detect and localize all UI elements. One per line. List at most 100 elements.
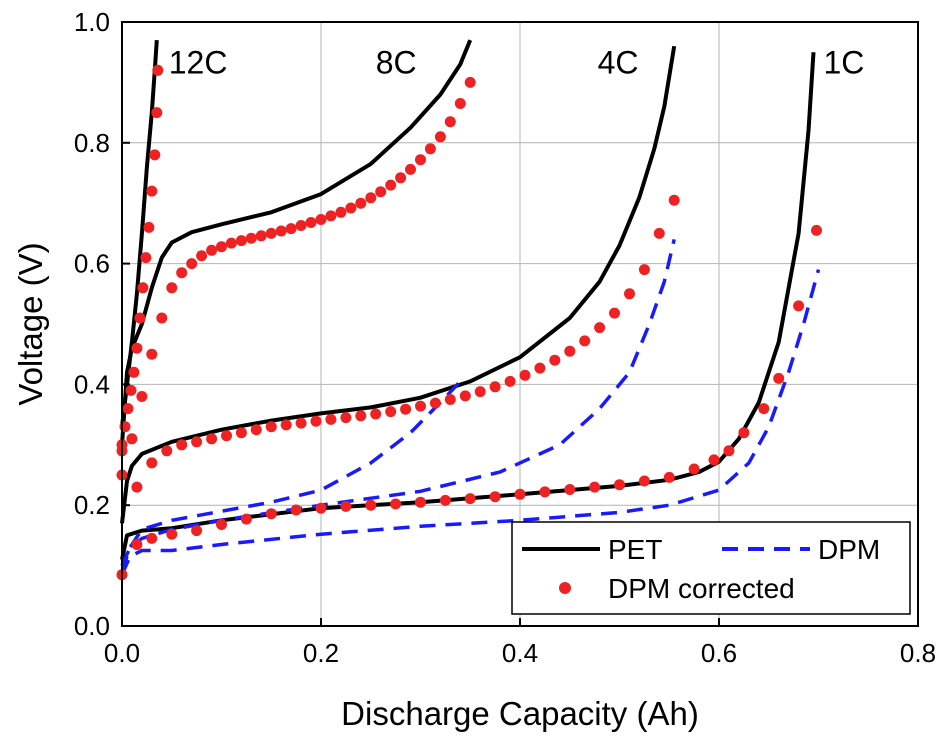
dpm-corrected-12c-point	[131, 342, 143, 354]
dpm-8c-line	[120, 380, 462, 573]
dpm-corrected-1c-point	[415, 496, 426, 508]
x-tick-label: 0.8	[900, 638, 936, 668]
dpm-corrected-8c-point	[355, 197, 367, 209]
dpm-corrected-8c-point	[335, 206, 347, 218]
dpm-corrected-1c-point	[146, 532, 158, 544]
dpm-corrected-1c-point	[708, 454, 720, 466]
dpm-corrected-4c-point	[146, 457, 158, 469]
dpm-corrected-4c-point	[370, 408, 382, 420]
dpm-corrected-1c-point	[688, 463, 700, 475]
dpm-corrected-4c-point	[459, 390, 471, 402]
dpm-corrected-8c-point	[176, 267, 188, 279]
y-tick-label: 0.0	[74, 611, 110, 641]
dpm-corrected-4c-point	[310, 415, 322, 427]
dpm-corrected-4c-point	[564, 345, 576, 357]
dpm-corrected-1c-point	[614, 479, 625, 491]
dpm-corrected-8c-point	[196, 250, 208, 262]
rate-annotations: 12C 8C 4C 1C	[169, 44, 865, 80]
dpm-corrected-1c-point	[773, 372, 785, 384]
dpm-corrected-8c-point	[216, 241, 227, 253]
dpm-corrected-1c-point	[758, 403, 770, 415]
dpm-corrected-8c-point	[405, 163, 416, 175]
dpm-corrected-4c-point	[624, 288, 635, 300]
dpm-corrected-12c-point	[152, 64, 164, 76]
dpm-corrected-1c-point	[638, 475, 650, 487]
axis-tick-labels: 0.0 0.2 0.4 0.6 0.8 0.0 0.2 0.4 0.6 0.8 1.0	[74, 7, 936, 668]
dpm-corrected-12c-point	[125, 384, 137, 396]
dpm-corrected-4c-point	[489, 381, 501, 393]
dpm-corrected-8c-point	[285, 223, 297, 235]
dpm-corrected-4c-point	[340, 412, 352, 424]
rate-label-1c: 1C	[823, 44, 864, 80]
dpm-corrected-12c-point	[134, 312, 146, 324]
dpm-corrected-8c-point	[255, 230, 267, 242]
dpm-corrected-1c-point	[265, 508, 277, 520]
dpm-corrected-4c-point	[579, 335, 591, 347]
legend-dpm-corrected-label: DPM corrected	[608, 573, 795, 604]
legend-dpm-corrected-swatch	[559, 582, 571, 594]
dpm-corrected-4c-point	[206, 433, 218, 445]
rate-label-8c: 8C	[376, 44, 417, 80]
dpm-corrected-1c-point	[340, 500, 352, 512]
dpm-corrected-8c-point	[166, 282, 178, 294]
dpm-corrected-12c-point	[122, 403, 134, 415]
dpm-corrected-4c-point	[534, 362, 546, 374]
dpm-corrected-4c-point	[474, 386, 486, 398]
dpm-corrected-8c-point	[235, 235, 247, 247]
dpm-corrected-4c-point	[191, 436, 203, 448]
dpm-corrected-12c-point	[140, 252, 152, 264]
dpm-corrected-8c-point	[225, 237, 237, 249]
axis-ticks	[121, 21, 919, 627]
dpm-corrected-1c-point	[464, 493, 476, 505]
dpm-corrected-4c-point	[415, 400, 426, 412]
pet-series-group	[120, 39, 816, 561]
dpm-corrected-8c-point	[325, 210, 337, 222]
dpm-corrected-1c-point	[191, 525, 203, 537]
dpm-corrected-8c-point	[444, 116, 456, 128]
dpm-corrected-4c-point	[385, 406, 397, 418]
dpm-corrected-1c-point	[390, 498, 402, 510]
pet-8c-line	[120, 39, 473, 445]
dpm-corrected-1c-point	[489, 491, 501, 503]
y-tick-label: 0.2	[74, 490, 110, 520]
dpm-corrected-8c-point	[385, 179, 397, 191]
dpm-corrected-4c-point	[131, 481, 143, 493]
dpm-corrected-8c-point	[275, 225, 287, 237]
dpm-corrected-1c-point	[539, 486, 551, 498]
dpm-corrected-4c-point	[504, 375, 516, 387]
pet-1c-line	[120, 52, 816, 561]
dpm-corrected-4c-point	[355, 410, 367, 422]
dpm-corrected-12c-point	[137, 282, 149, 294]
y-tick-label: 0.4	[74, 369, 110, 399]
y-axis-title: Voltage (V)	[12, 242, 49, 405]
dpm-corrected-1c-point	[663, 471, 675, 483]
dpm-corrected-4c-point	[549, 354, 561, 366]
dpm-corrected-4c-point	[161, 445, 173, 457]
dpm-corrected-4c-point	[444, 394, 456, 405]
legend-box	[511, 521, 911, 615]
dpm-corrected-4c-point	[235, 427, 247, 439]
dpm-corrected-12c-point	[151, 107, 163, 119]
dpm-corrected-4c-point	[653, 227, 665, 239]
dpm-corrected-8c-point	[415, 154, 426, 166]
legend-pet-label: PET	[608, 534, 662, 565]
legend: PET DPM DPM corrected	[511, 521, 911, 615]
dpm-corrected-1c-point	[131, 539, 143, 550]
dpm-corrected-1c-point	[793, 300, 805, 312]
dpm-corrected-8c-point	[126, 433, 138, 445]
dpm-corrected-4c-point	[176, 439, 188, 451]
dpm-corrected-8c-point	[454, 98, 466, 109]
pet-12c-line	[120, 39, 159, 427]
dpm-corrected-4c-point	[325, 413, 337, 425]
dpm-corrected-8c-point	[315, 214, 327, 225]
rate-label-12c: 12C	[169, 44, 228, 80]
dpm-corrected-8c-point	[295, 220, 307, 231]
dpm-corrected-8c-point	[136, 391, 148, 402]
dpm-corrected-series-group	[116, 64, 822, 581]
dpm-corrected-8c-point	[375, 186, 387, 198]
x-tick-label: 0.0	[104, 638, 140, 668]
x-axis-title: Discharge Capacity (Ah)	[341, 695, 699, 732]
dpm-corrected-8c-point	[464, 76, 476, 88]
rate-label-4c: 4C	[598, 44, 639, 80]
